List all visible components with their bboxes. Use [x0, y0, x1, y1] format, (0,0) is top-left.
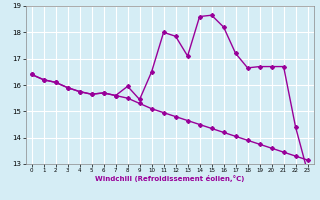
X-axis label: Windchill (Refroidissement éolien,°C): Windchill (Refroidissement éolien,°C) — [95, 175, 244, 182]
